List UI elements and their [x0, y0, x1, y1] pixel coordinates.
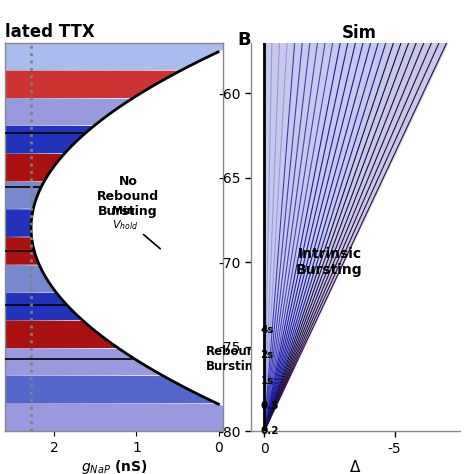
Polygon shape — [0, 43, 238, 71]
Text: lated TTX: lated TTX — [5, 23, 94, 41]
Polygon shape — [0, 348, 162, 376]
Text: No
Rebound
Bursting: No Rebound Bursting — [97, 175, 159, 218]
Polygon shape — [0, 265, 56, 292]
Polygon shape — [0, 403, 260, 431]
Polygon shape — [0, 376, 217, 403]
X-axis label: $\Delta$: $\Delta$ — [349, 458, 362, 474]
Polygon shape — [0, 209, 33, 237]
X-axis label: $g_{NaP}$ (nS): $g_{NaP}$ (nS) — [81, 458, 147, 474]
Polygon shape — [0, 292, 82, 320]
Text: 2s: 2s — [260, 350, 273, 360]
Text: 0.2: 0.2 — [260, 426, 279, 437]
Polygon shape — [0, 98, 132, 126]
Polygon shape — [0, 182, 44, 209]
Text: Sim: Sim — [341, 24, 376, 42]
Polygon shape — [0, 237, 39, 265]
Text: Intrinsic
Bursting: Intrinsic Bursting — [296, 247, 363, 277]
Text: B: B — [237, 31, 251, 49]
Polygon shape — [0, 126, 94, 154]
Text: 4s: 4s — [260, 325, 274, 335]
Polygon shape — [0, 320, 118, 348]
Text: 0.5: 0.5 — [260, 401, 279, 411]
Polygon shape — [264, 43, 447, 431]
Text: 1s: 1s — [260, 375, 273, 386]
Text: Min.
$V_{hold}$: Min. $V_{hold}$ — [112, 206, 160, 249]
Polygon shape — [0, 71, 181, 98]
Text: Rebound
Bursting: Rebound Bursting — [206, 345, 265, 373]
Polygon shape — [0, 154, 64, 182]
